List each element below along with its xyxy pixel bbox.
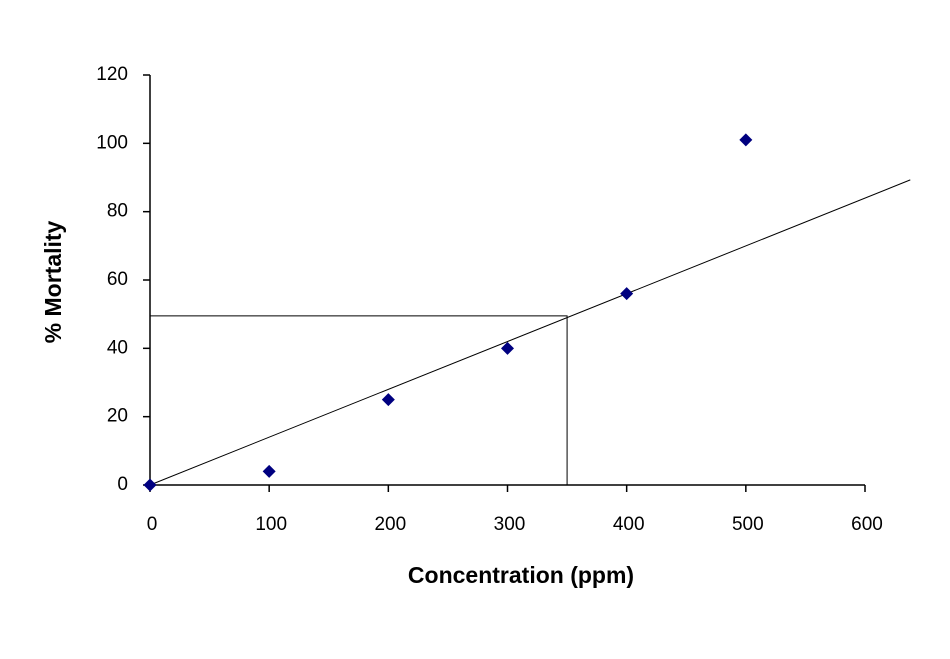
x-tick-label: 0 — [147, 514, 158, 535]
x-tick-label: 100 — [255, 514, 287, 535]
marker — [620, 287, 634, 301]
x-tick-label: 400 — [613, 514, 645, 535]
y-tick-label: 80 — [107, 201, 128, 222]
y-tick-label: 20 — [107, 406, 128, 427]
x-tick-label: 600 — [851, 514, 883, 535]
marker — [501, 341, 514, 355]
x-tick-label: 500 — [732, 514, 764, 535]
x-tick-label: 200 — [374, 514, 406, 535]
y-tick-label: 100 — [96, 132, 128, 153]
y-tick-label: 0 — [117, 474, 128, 495]
x-tick-label: 300 — [494, 514, 526, 535]
marker — [143, 478, 157, 492]
marker — [739, 133, 753, 147]
trend-line — [149, 179, 911, 486]
y-tick-label: 40 — [107, 337, 128, 358]
guide-line — [150, 315, 568, 485]
y-tick-label: 60 — [107, 269, 128, 290]
marker — [381, 393, 395, 407]
x-axis-title: Concentration (ppm) — [408, 562, 634, 588]
y-tick-label: 120 — [96, 64, 128, 85]
y-axis-title: % Mortality — [40, 220, 66, 343]
marker — [262, 464, 276, 478]
